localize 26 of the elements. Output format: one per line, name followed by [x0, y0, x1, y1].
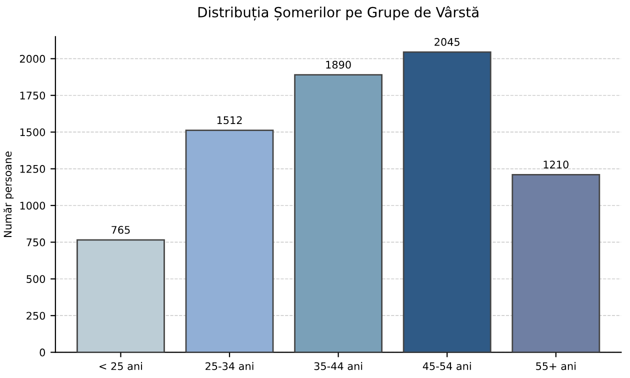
x-tick-label: 55+ ani — [536, 362, 576, 370]
bar — [402, 51, 492, 352]
y-tick-label: 1500 — [20, 128, 46, 136]
data-label: 1890 — [326, 60, 351, 69]
y-tick-label: 750 — [26, 238, 46, 246]
x-tick-label: 45-54 ani — [422, 362, 471, 370]
bar — [294, 74, 383, 352]
y-tick-label: 2000 — [20, 54, 46, 63]
data-label: 765 — [112, 226, 130, 234]
y-axis-title: Număr persoane — [4, 152, 14, 237]
data-label: 2045 — [434, 38, 460, 46]
data-label: 1512 — [217, 116, 242, 124]
bar — [185, 130, 274, 352]
x-tick-label: 25-34 ani — [206, 362, 254, 370]
y-tick-label: 1000 — [20, 202, 46, 210]
y-tick-label: 1250 — [20, 165, 46, 173]
data-label: 1210 — [544, 160, 568, 168]
y-tick-label: 500 — [26, 275, 46, 283]
y-tick-label: 0 — [40, 348, 46, 356]
chart-title: Distribuția Șomerilor pe Grupe de Vârstă — [198, 6, 478, 21]
y-tick-label: 250 — [26, 312, 46, 320]
y-tick-label: 1750 — [20, 92, 46, 100]
x-tick-label: < 25 ani — [100, 362, 142, 370]
x-tick-label: 35-44 ani — [314, 362, 362, 370]
bar — [76, 239, 165, 352]
bar — [512, 174, 600, 352]
